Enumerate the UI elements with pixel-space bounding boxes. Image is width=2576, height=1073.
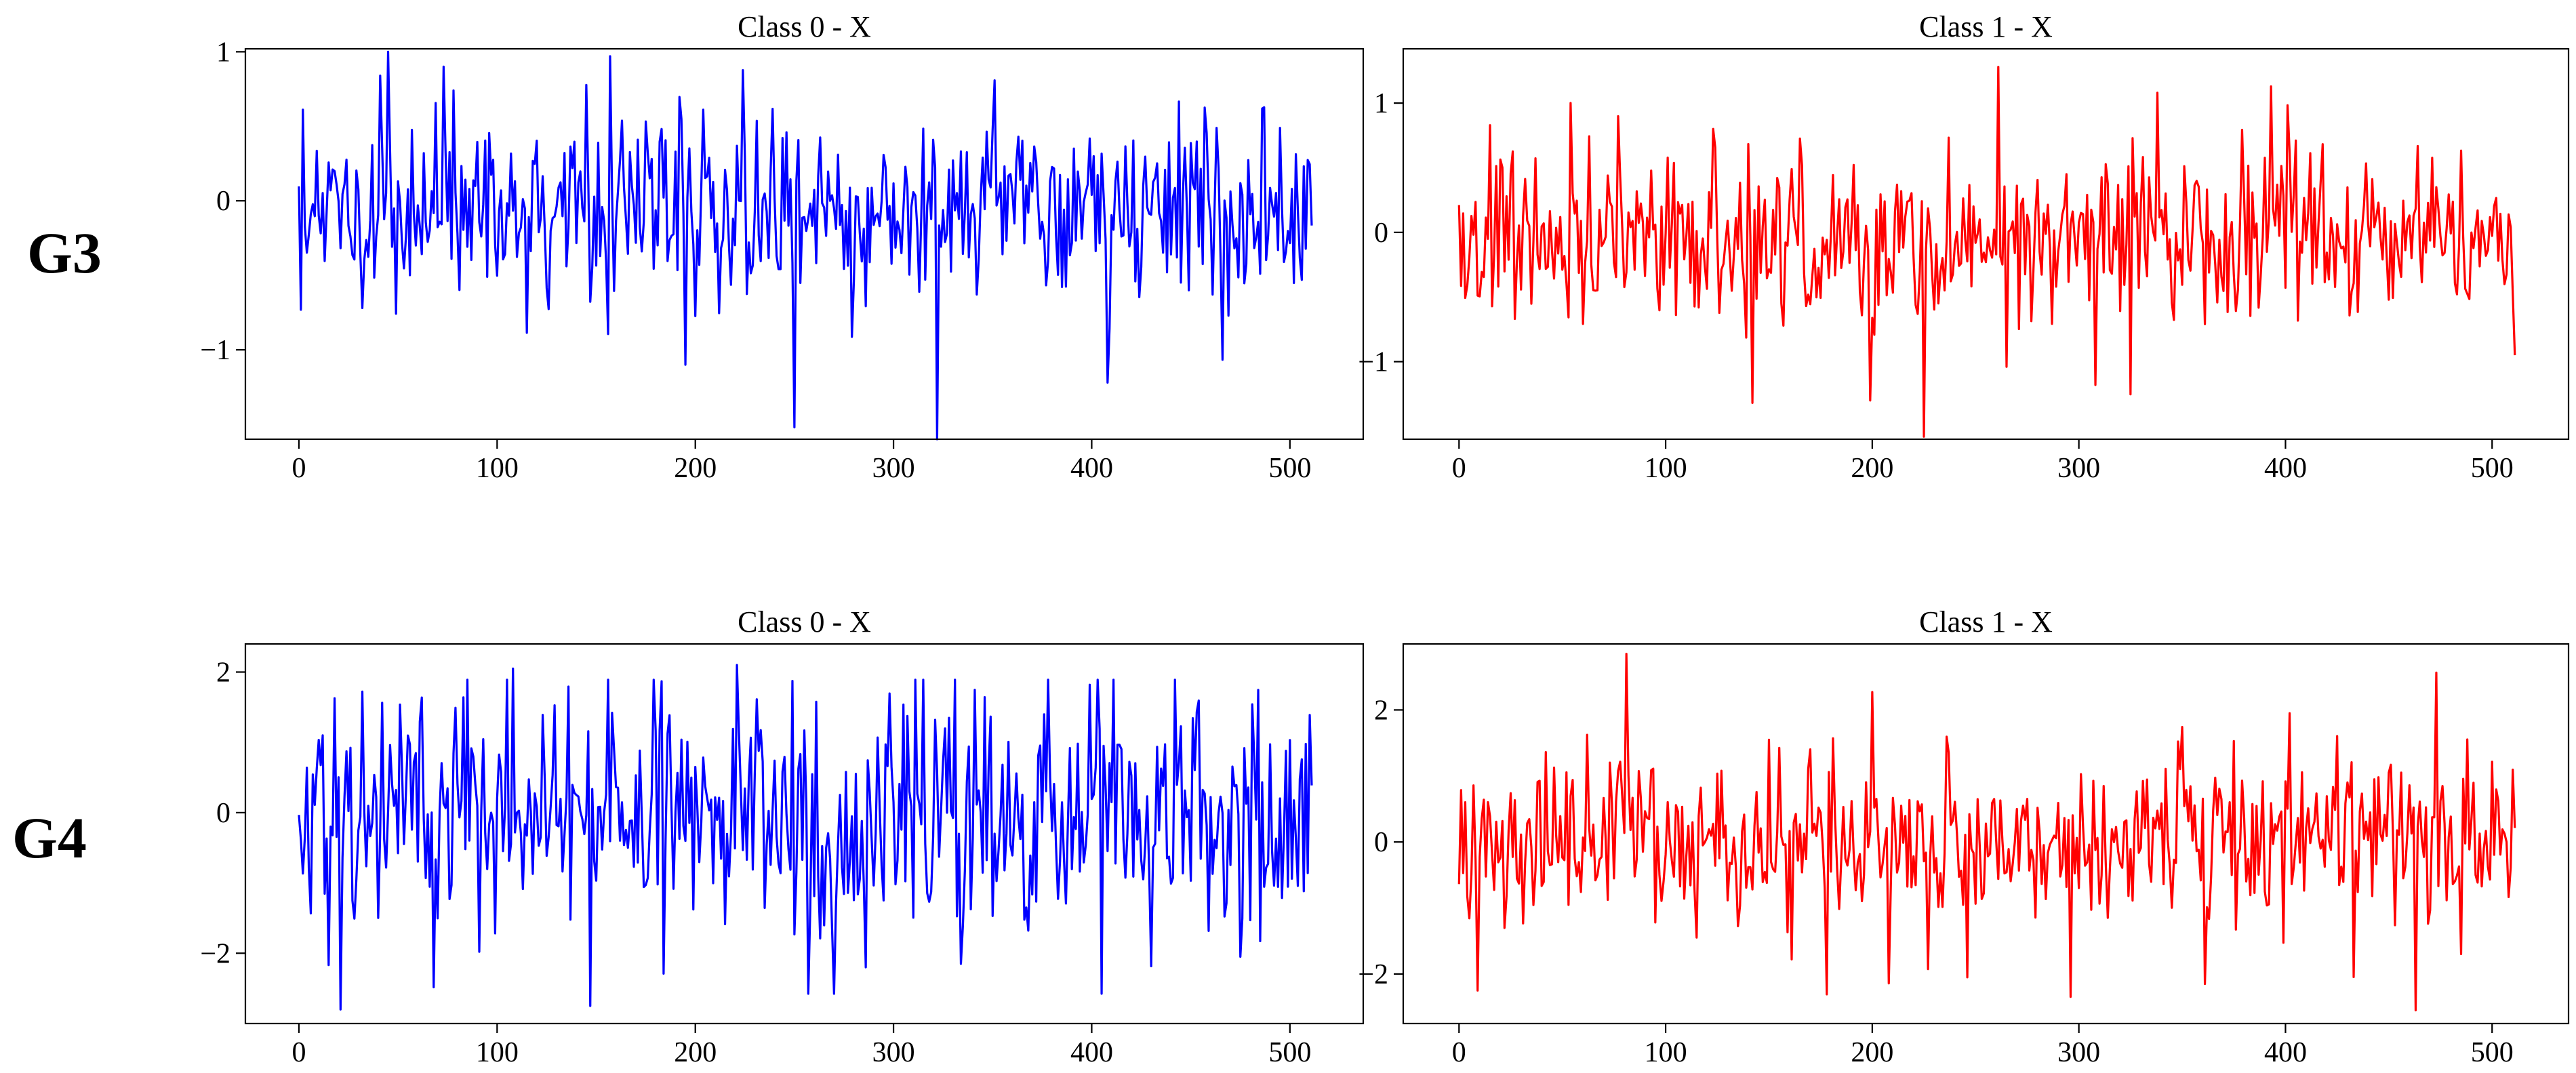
x-tick-label: 0 [1452,1037,1466,1068]
x-tick-label: 500 [2471,453,2514,484]
y-tick-label: 1 [1374,88,1388,119]
x-tick-label: 400 [2264,453,2307,484]
chart-title: Class 0 - X [738,10,871,43]
x-tick-label: 300 [2057,1037,2100,1068]
y-tick-label: 0 [216,186,230,217]
axes-frame [1402,47,2570,441]
x-tick-label: 100 [1645,453,1687,484]
x-tick-label: 100 [1645,1037,1687,1068]
y-tick-label: −1 [200,335,230,366]
x-tick-label: 0 [291,1037,306,1068]
x-tick-label: 400 [2264,1037,2307,1068]
y-tick-label: −2 [200,938,230,969]
x-tick-label: 200 [674,1037,717,1068]
row-label-g4: G4 [12,805,87,870]
chart-panel-0: Class 0 - X 0 100 200 300 400 500 −1 0 1 [200,10,1365,484]
axes-frame [1402,643,2570,1025]
x-tick-label: 500 [1268,1037,1311,1068]
chart-panel-3: Class 1 - X 0 100 200 300 400 500 −2 0 2 [1358,605,2570,1068]
chart-panel-2: Class 0 - X 0 100 200 300 400 500 −2 0 2 [200,605,1365,1068]
x-tick-label: 300 [872,1037,915,1068]
x-tick-label: 200 [1851,453,1893,484]
series-line [1457,66,2516,438]
series-line [298,664,1313,1011]
y-tick-label: 1 [216,37,230,68]
y-tick-label: 2 [1374,695,1388,726]
y-tick-label: 0 [1374,827,1388,858]
y-tick-label: −2 [1358,959,1388,990]
chart-title: Class 1 - X [1919,10,2053,43]
axes-frame [244,643,1365,1025]
chart-title: Class 0 - X [738,605,871,639]
y-tick-label: 2 [216,657,230,688]
x-tick-label: 300 [2057,453,2100,484]
x-tick-label: 400 [1070,1037,1113,1068]
y-tick-label: −1 [1358,347,1388,378]
x-tick-label: 200 [1851,1037,1893,1068]
series-line [298,50,1313,441]
series-line [1457,653,2516,1012]
chart-panel-1: Class 1 - X 0 100 200 300 400 500 −1 0 1 [1358,10,2570,484]
x-tick-label: 100 [476,453,519,484]
x-tick-label: 200 [674,453,717,484]
y-tick-label: 0 [216,798,230,829]
x-tick-label: 500 [1268,453,1311,484]
x-tick-label: 0 [291,453,306,484]
chart-title: Class 1 - X [1919,605,2053,639]
row-label-g3: G3 [27,220,102,285]
x-tick-label: 400 [1070,453,1113,484]
y-tick-label: 0 [1374,218,1388,249]
axes-frame [244,47,1365,441]
x-tick-label: 500 [2471,1037,2514,1068]
x-tick-label: 100 [476,1037,519,1068]
x-tick-label: 300 [872,453,915,484]
x-tick-label: 0 [1452,453,1466,484]
